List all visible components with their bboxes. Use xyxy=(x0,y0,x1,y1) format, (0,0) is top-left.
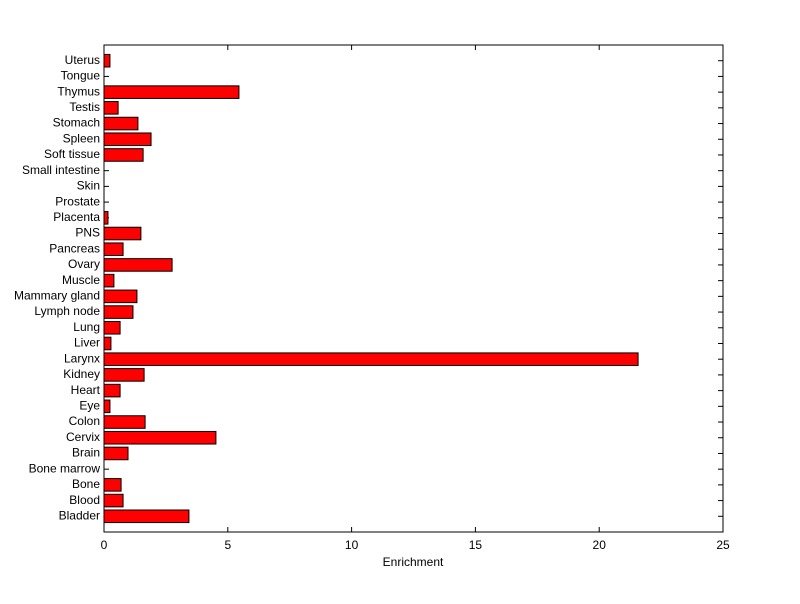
bar xyxy=(103,336,112,351)
bar xyxy=(103,101,119,115)
y-tick-label: Cervix xyxy=(66,430,100,444)
y-tick-label: Lung xyxy=(73,320,100,334)
y-tick-label: Blood xyxy=(69,493,100,507)
bar xyxy=(103,273,115,288)
y-tick-label: Placenta xyxy=(53,210,100,224)
bar xyxy=(103,148,144,162)
plot-frame xyxy=(103,44,724,533)
y-tick-label: Thymus xyxy=(57,84,100,98)
bar xyxy=(103,352,639,366)
bar xyxy=(103,211,109,225)
y-tick-label: Small intestine xyxy=(22,163,100,177)
bar xyxy=(103,226,142,241)
y-tick-label: Heart xyxy=(71,383,101,397)
x-tick-label: 10 xyxy=(345,538,359,552)
bar xyxy=(103,493,124,508)
x-tick-label: 15 xyxy=(469,538,483,552)
bar xyxy=(103,242,124,257)
bar xyxy=(103,368,145,382)
y-tick-label: Testis xyxy=(69,100,100,114)
y-tick-label: Prostate xyxy=(55,194,100,208)
y-tick-label: Stomach xyxy=(53,116,100,130)
bar xyxy=(103,85,240,99)
y-tick-label: Bone marrow xyxy=(29,461,101,475)
y-tick-label: Larynx xyxy=(64,351,100,365)
y-tick-label: Soft tissue xyxy=(44,147,100,161)
x-tick-label: 25 xyxy=(716,538,730,552)
bar xyxy=(103,399,111,414)
x-axis-label: Enrichment xyxy=(383,555,444,569)
y-tick-label: Mammary gland xyxy=(14,289,100,303)
bar xyxy=(103,289,138,304)
bar xyxy=(103,305,134,319)
bar xyxy=(103,258,173,272)
y-tick-label: Colon xyxy=(69,414,100,428)
y-tick-label: Pancreas xyxy=(49,241,100,255)
x-tick-label: 0 xyxy=(101,538,108,552)
y-tick-label: Muscle xyxy=(62,273,100,287)
y-tick-label: Spleen xyxy=(63,131,100,145)
y-tick-label: Bladder xyxy=(59,508,100,522)
bar xyxy=(103,53,111,68)
y-tick-label: Ovary xyxy=(68,257,100,271)
y-tick-label: Bone xyxy=(72,477,100,491)
x-tick-label: 20 xyxy=(593,538,607,552)
bar xyxy=(103,320,121,335)
y-tick-label: Brain xyxy=(72,446,100,460)
bar xyxy=(103,383,121,398)
bar xyxy=(103,446,129,461)
y-tick-label: Skin xyxy=(77,179,100,193)
y-tick-label: Tongue xyxy=(61,69,101,83)
y-tick-label: Eye xyxy=(79,398,100,412)
y-tick-label: Lymph node xyxy=(34,304,100,318)
bar xyxy=(103,415,146,429)
y-tick-label: PNS xyxy=(75,226,100,240)
bar xyxy=(103,132,152,147)
bar xyxy=(103,116,139,131)
y-tick-label: Kidney xyxy=(63,367,100,381)
bar xyxy=(103,430,217,445)
bar xyxy=(103,509,190,524)
y-tick-label: Liver xyxy=(74,336,100,350)
y-tick-label: Uterus xyxy=(65,53,100,67)
x-tick-label: 5 xyxy=(224,538,231,552)
bar xyxy=(103,478,122,492)
